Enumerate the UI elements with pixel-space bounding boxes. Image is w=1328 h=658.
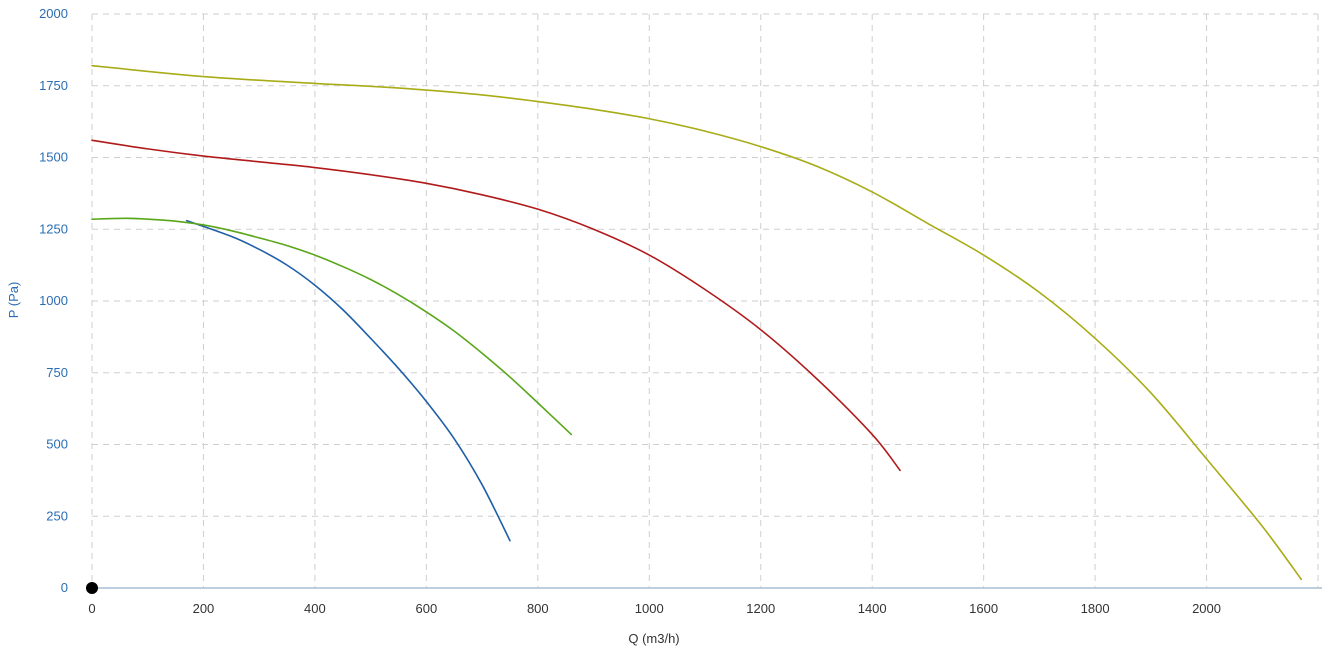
y-tick-label-1000: 1000 xyxy=(39,293,68,308)
x-tick-label-1200: 1200 xyxy=(746,601,775,616)
x-tick-label-800: 800 xyxy=(527,601,549,616)
origin-marker-point xyxy=(86,582,98,594)
x-tick-label-1600: 1600 xyxy=(969,601,998,616)
x-tick-label-400: 400 xyxy=(304,601,326,616)
y-tick-label-1500: 1500 xyxy=(39,150,68,165)
x-tick-label-200: 200 xyxy=(193,601,215,616)
x-axis-title: Q (m3/h) xyxy=(628,631,679,646)
x-tick-label-0: 0 xyxy=(88,601,95,616)
x-tick-label-1400: 1400 xyxy=(858,601,887,616)
y-tick-label-750: 750 xyxy=(46,365,68,380)
series-curve-1 xyxy=(185,219,511,542)
x-tick-label-1800: 1800 xyxy=(1081,601,1110,616)
y-axis-title: P (Pa) xyxy=(6,282,21,319)
y-tick-label-250: 250 xyxy=(46,508,68,523)
y-tick-label-0: 0 xyxy=(61,580,68,595)
x-tick-label-1000: 1000 xyxy=(635,601,664,616)
y-tick-label-2000: 2000 xyxy=(39,6,68,21)
y-tick-label-500: 500 xyxy=(46,437,68,452)
x-tick-label-2000: 2000 xyxy=(1192,601,1221,616)
series-curve-2 xyxy=(91,217,573,436)
series-curve-3 xyxy=(91,139,901,472)
x-tick-label-600: 600 xyxy=(416,601,438,616)
series-layer xyxy=(91,64,1303,581)
axis-layer: 0 250 500 750 1000 1250 1500 1750 2000 0 200 400 600… xyxy=(39,6,1322,616)
series-curve-4 xyxy=(91,64,1303,581)
y-tick-label-1750: 1750 xyxy=(39,78,68,93)
grid-layer xyxy=(91,13,1319,588)
marker-layer xyxy=(86,582,98,594)
y-tick-label-1250: 1250 xyxy=(39,221,68,236)
